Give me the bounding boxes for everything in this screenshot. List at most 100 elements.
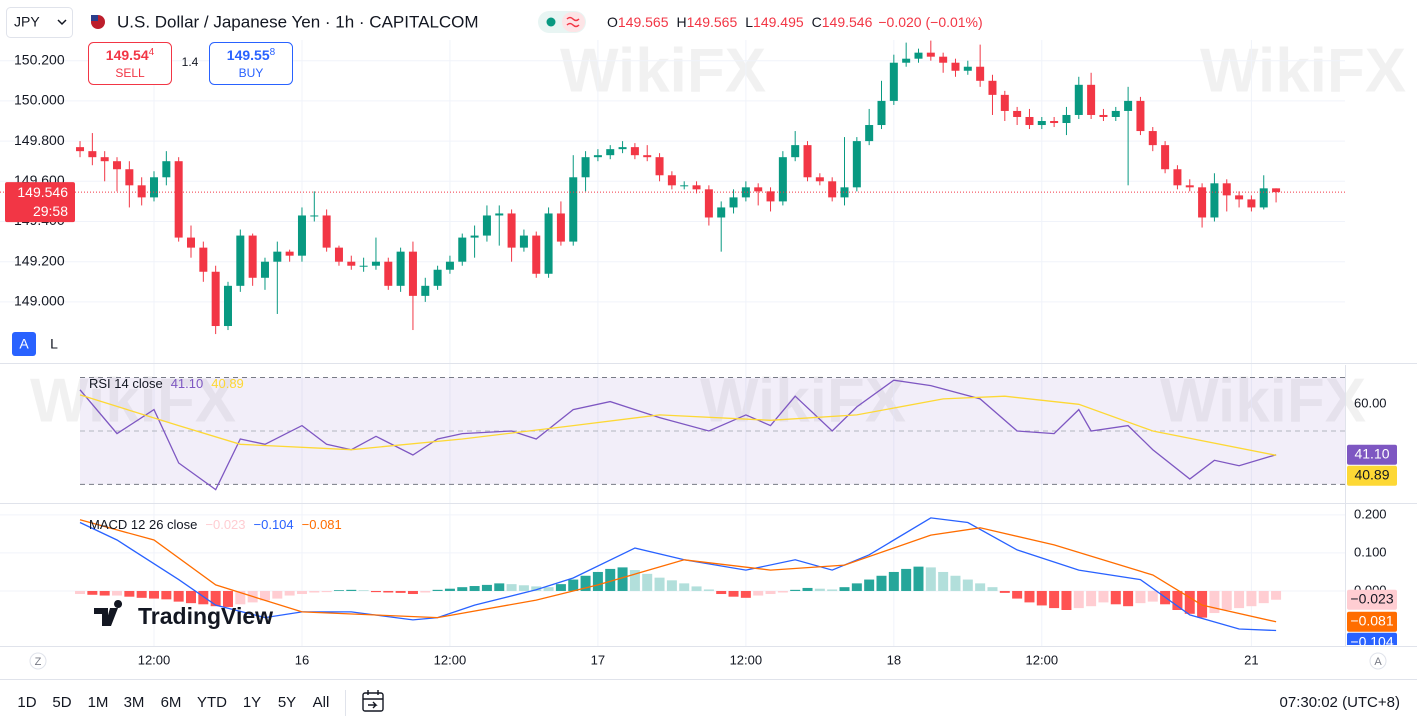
logo-icon <box>94 600 123 626</box>
value-badge <box>1347 444 1397 465</box>
ohlc-key: L <box>745 14 753 30</box>
log-scale-label[interactable]: L <box>50 336 58 352</box>
auto-scale-button[interactable] <box>12 332 36 356</box>
candle-body <box>865 125 874 142</box>
range-button[interactable]: All <box>313 694 330 711</box>
candle-body <box>334 247 343 262</box>
range-button[interactable]: 5D <box>52 694 71 711</box>
range-button[interactable]: 5Y <box>278 694 296 711</box>
range-button[interactable]: 6M <box>161 694 182 711</box>
symbol[interactable]: JPY <box>14 14 40 30</box>
indicator-line <box>79 379 1277 491</box>
macd-histogram-bar <box>679 583 690 591</box>
candle-body <box>76 147 85 152</box>
buy-price[interactable]: 149.558 <box>227 47 276 63</box>
macd-histogram-bar <box>1234 590 1245 609</box>
macd-histogram-bar <box>568 579 579 591</box>
symbol-dropdown[interactable] <box>6 7 73 38</box>
buy-label[interactable]: BUY <box>239 66 264 80</box>
range-button[interactable]: 1Y <box>243 694 261 711</box>
macd-histogram-bar <box>518 585 529 591</box>
macd-histogram-bar <box>87 590 98 595</box>
candle-body <box>297 215 306 256</box>
macd-histogram-bar <box>740 590 751 598</box>
macd-histogram-bar <box>975 583 986 591</box>
candle-body <box>988 80 997 95</box>
corner-button[interactable] <box>1369 652 1387 670</box>
macd-histogram-bar <box>1049 590 1060 609</box>
macd-histogram-bar <box>383 590 394 593</box>
chart-title: U.S. Dollar / Japanese Yen · 1h · CAPITA… <box>117 12 479 31</box>
ohlc-change: −0.020 (−0.01%) <box>878 14 982 30</box>
macd-histogram-bar <box>851 583 862 591</box>
candle-body <box>692 185 701 190</box>
sell-label[interactable]: SELL <box>115 66 145 80</box>
candle-body <box>1124 100 1133 111</box>
last-price-badge <box>5 182 75 223</box>
corner-label[interactable]: Z <box>35 656 42 668</box>
corner-label[interactable]: A <box>1374 656 1382 668</box>
candle-body <box>150 177 159 198</box>
auto-scale-label[interactable]: A <box>19 336 29 352</box>
sell-price[interactable]: 149.544 <box>106 47 155 63</box>
candle-body <box>569 177 578 242</box>
clock[interactable]: 07:30:02 (UTC+8) <box>1280 694 1400 711</box>
range-button[interactable]: 1D <box>17 694 36 711</box>
candle-body <box>100 157 109 162</box>
macd-histogram-bar <box>309 590 320 593</box>
ohlc-value: 149.495 <box>753 14 804 30</box>
candle-body <box>223 285 232 327</box>
macd-histogram-bar <box>1036 590 1047 606</box>
candle-body <box>260 261 269 278</box>
macd-histogram-bar <box>272 590 283 599</box>
ohlc-values: O149.565 H149.565 L149.495 C149.546 −0.020 (… <box>607 14 983 30</box>
buy-button[interactable] <box>209 42 293 85</box>
candle-body <box>791 145 800 158</box>
candle-body <box>236 235 245 286</box>
macd-histogram-bar <box>1271 590 1282 600</box>
range-button[interactable]: 3M <box>124 694 145 711</box>
macd-histogram-bar <box>1147 590 1158 602</box>
candle-body <box>88 151 97 158</box>
candle-body <box>137 185 146 198</box>
macd-pane <box>75 517 1282 632</box>
macd-histogram-bar <box>592 571 603 591</box>
candle-body <box>458 237 467 262</box>
ui: JPY U.S. Dollar / Japanese Yen · 1h · CA… <box>0 7 1417 716</box>
candle-body <box>828 181 837 198</box>
macd-legend: MACD 12 26 close −0.023 −0.104 −0.081 <box>89 517 342 532</box>
value-badge <box>1347 589 1397 610</box>
rsi-legend: RSI 14 close 41.10 40.89 <box>89 376 244 391</box>
x-tick-label: 12:00 <box>434 652 467 667</box>
sell-button[interactable] <box>88 42 172 85</box>
macd-histogram-bar <box>950 575 961 591</box>
candle-body <box>211 271 220 327</box>
candle-body <box>976 66 985 81</box>
range-button[interactable]: 1M <box>88 694 109 711</box>
candle-body <box>396 251 405 286</box>
buy-price-main: 149.55 <box>227 47 270 63</box>
calendar-icon <box>363 690 383 709</box>
candle-body <box>803 145 812 178</box>
macd-histogram-bar <box>753 590 764 596</box>
calendar-icon[interactable] <box>362 692 384 712</box>
y-tick-label: 0.100 <box>1354 544 1387 559</box>
corner-button[interactable] <box>29 652 47 670</box>
candle-body <box>815 177 824 182</box>
candle-body <box>445 261 454 270</box>
candle-body <box>544 213 553 274</box>
x-tick-label: 12:00 <box>138 652 171 667</box>
candle-body <box>470 235 479 238</box>
candle-body <box>1087 84 1096 115</box>
candle-body <box>963 66 972 71</box>
watermark: WikiFX <box>1200 36 1406 105</box>
candle-body <box>310 215 319 217</box>
range-button[interactable]: YTD <box>197 694 227 711</box>
ohlc-key: H <box>677 14 687 30</box>
macd-histogram-bar <box>469 586 480 591</box>
macd-histogram-bar <box>173 590 184 602</box>
macd-histogram-bar <box>605 568 616 591</box>
candle-body <box>902 58 911 63</box>
candle-body <box>113 161 122 170</box>
status-pill <box>562 12 585 32</box>
